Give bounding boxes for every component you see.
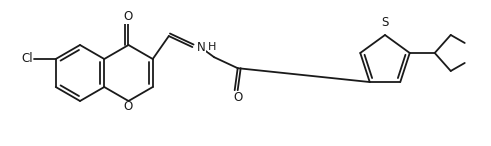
Text: O: O [124,11,133,24]
Text: S: S [382,16,389,29]
Text: O: O [233,91,243,104]
Text: O: O [124,100,133,113]
Text: N: N [197,41,206,54]
Text: H: H [208,42,217,52]
Text: Cl: Cl [21,53,32,66]
